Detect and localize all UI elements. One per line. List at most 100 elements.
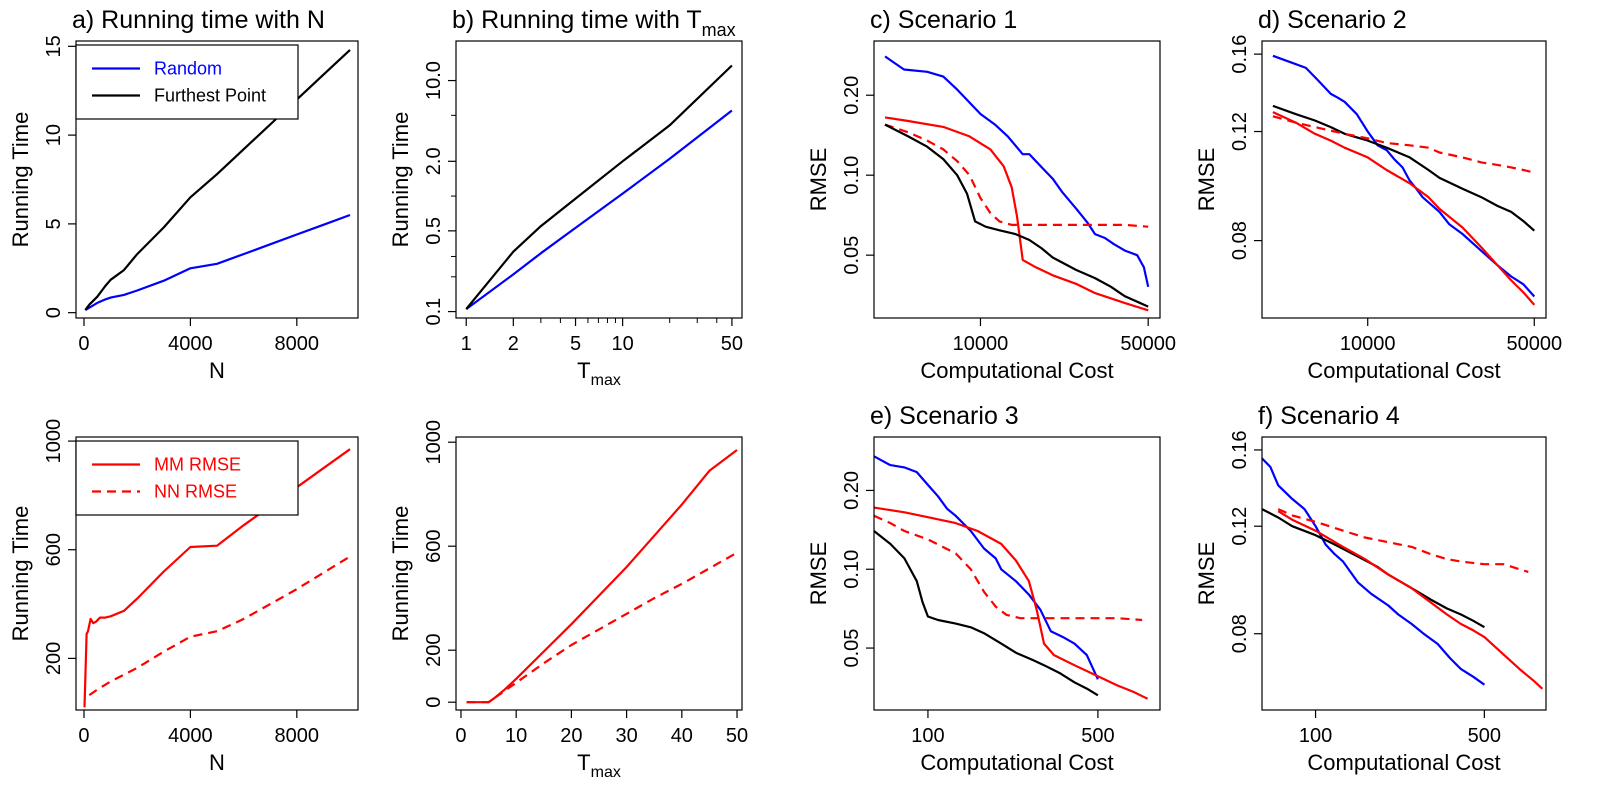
x-tick-label: 10000 [953, 333, 1009, 355]
y-axis-label: Running Time [388, 506, 413, 642]
x-tick-label: 4000 [168, 333, 213, 355]
x-tick-label: 50000 [1120, 333, 1176, 355]
plot-frame [75, 436, 359, 711]
y-tick-label: 0 [423, 697, 445, 708]
series-line-nn-rmse [1277, 508, 1529, 573]
panel-b: 1 2 5 10 50 0.1 0.5 2.0 10.0 Tmax Running Time b) R… [388, 6, 743, 389]
plot-frame [873, 436, 1161, 711]
y-tick-label: 0.05 [841, 236, 863, 275]
panel-title: a) Running time with N [72, 6, 325, 34]
x-axis-label: Computational Cost [920, 358, 1113, 383]
series-line-random [1261, 457, 1486, 686]
x-tick-label: 100 [1299, 725, 1332, 747]
panel-title-subscript: max [702, 20, 736, 40]
plot-frame [873, 40, 1161, 319]
x-axis-label: N [209, 750, 225, 775]
series-line-furthest-point [1272, 104, 1536, 232]
series-line-furthest-point [884, 123, 1149, 308]
x-axis-label: N [209, 358, 225, 383]
x-axis-label: Tmax [577, 750, 621, 781]
x-tick-label: 10 [611, 333, 633, 355]
y-tick-label: 15 [43, 35, 65, 57]
legend-label-random: Random [154, 59, 222, 79]
x-tick-label: 50000 [1506, 333, 1562, 355]
y-axis-label: RMSE [1194, 542, 1219, 606]
y-tick-label: 0.05 [841, 629, 863, 668]
panel-title: f) Scenario 4 [1258, 402, 1400, 430]
panel-e: 100 500 0.05 0.10 0.20 Computational Cost RMSE… [806, 402, 1161, 775]
x-axis-label: Computational Cost [920, 750, 1113, 775]
x-axis-label-text: Computational Cost [920, 358, 1113, 383]
x-tick-label: 10000 [1340, 333, 1396, 355]
legend-box [75, 440, 299, 516]
y-tick-label: 0 [43, 307, 65, 318]
series-line-nn-rmse [884, 123, 1149, 228]
panel-a: 0 4000 8000 0 5 10 15 N Running Time a) Running t… [8, 6, 359, 383]
y-tick-label: 10.0 [423, 61, 445, 100]
x-axis-label-text: Computational Cost [1307, 750, 1500, 775]
series-line-mm-rmse [873, 506, 1149, 700]
y-axis-label: RMSE [1194, 148, 1219, 212]
y-tick-label: 2.0 [423, 147, 445, 175]
series-line-furthest-point [1261, 508, 1485, 629]
y-tick-label: 200 [43, 642, 65, 675]
x-tick-label: 30 [615, 725, 637, 747]
y-tick-label: 0.20 [841, 471, 863, 510]
legend-label-furthest-point: Furthest Point [154, 86, 266, 106]
panel-title-text: d) Scenario 2 [1258, 6, 1407, 34]
x-tick-label: 50 [726, 725, 748, 747]
plot-frame [455, 40, 743, 319]
y-axis-label: RMSE [806, 148, 831, 212]
legend: MM RMSE NN RMSE [75, 440, 299, 516]
panel-title: e) Scenario 3 [870, 402, 1019, 430]
series-line-mm-rmse [466, 449, 738, 704]
y-tick-label: 0.20 [841, 76, 863, 115]
panel-bottom-left: 0 4000 8000 200 600 1000 N Running Time MM RMSE N… [8, 419, 359, 775]
series-line-mm-rmse [1277, 510, 1544, 690]
y-tick-label: 0.08 [1229, 614, 1251, 653]
series-line-nn-rmse [1272, 115, 1535, 174]
legend-label-nn-rmse: NN RMSE [154, 482, 237, 502]
x-axis-label-text: Computational Cost [920, 750, 1113, 775]
series-line-furthest-point [465, 64, 733, 310]
y-axis-label: Running Time [8, 506, 33, 642]
x-tick-label: 8000 [275, 725, 320, 747]
y-axis-label: Running Time [388, 112, 413, 248]
y-tick-label: 0.08 [1229, 221, 1251, 260]
series-line-random [884, 55, 1150, 288]
x-axis-label-text: T [577, 750, 590, 775]
legend-box [75, 44, 299, 120]
series-line-random [465, 109, 733, 310]
x-tick-label: 50 [721, 333, 743, 355]
x-tick-label: 20 [560, 725, 582, 747]
legend: Random Furthest Point [75, 44, 299, 120]
x-axis-label: Computational Cost [1307, 358, 1500, 383]
series-line-random [1272, 54, 1536, 298]
y-tick-label: 600 [423, 530, 445, 563]
panel-bottom-b: 0 10 20 30 40 50 0 200 600 1000 Tmax Running Time [388, 420, 748, 781]
series-line-furthest-point [873, 530, 1099, 697]
panel-title-text: e) Scenario 3 [870, 402, 1019, 430]
series-line-nn-rmse [466, 551, 738, 704]
x-tick-label: 0 [455, 725, 466, 747]
y-tick-label: 0.12 [1229, 507, 1251, 546]
y-tick-label: 0.16 [1229, 430, 1251, 469]
y-tick-label: 0.12 [1229, 112, 1251, 151]
plot-frame [75, 40, 359, 319]
x-tick-label: 500 [1468, 725, 1501, 747]
x-tick-label: 100 [911, 725, 944, 747]
y-tick-label: 600 [43, 533, 65, 566]
x-tick-label: 5 [570, 333, 581, 355]
x-axis-label: Tmax [577, 358, 621, 389]
panel-c: 10000 50000 0.05 0.10 0.20 Computational Cost… [806, 6, 1176, 383]
plot-frame [1261, 40, 1547, 319]
legend-label-mm-rmse: MM RMSE [154, 455, 241, 475]
x-tick-label: 40 [671, 725, 693, 747]
x-axis-label-text: T [577, 358, 590, 383]
x-axis-label-text: N [209, 750, 225, 775]
plot-frame [455, 436, 743, 711]
y-tick-label: 0.10 [841, 550, 863, 589]
y-tick-label: 0.5 [423, 217, 445, 245]
x-axis-label-subscript: max [591, 764, 621, 781]
x-tick-label: 8000 [275, 333, 320, 355]
